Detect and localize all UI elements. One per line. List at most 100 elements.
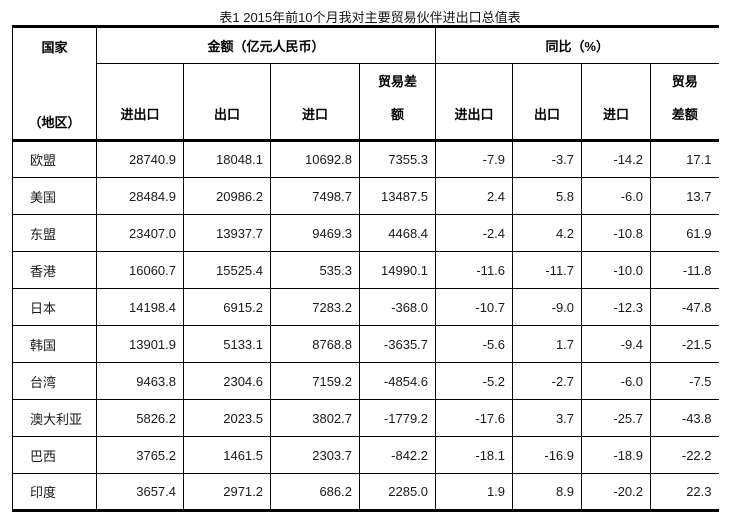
yoy-value-cell: -2.7 xyxy=(512,362,583,400)
amount-value-cell: 9463.8 xyxy=(96,362,184,400)
table-row: 日本 14198.4 6915.2 7283.2 -368.0 -10.7 -9.0 -12.… xyxy=(12,288,719,326)
amount-value-cell: 6915.2 xyxy=(183,288,271,326)
amount-value-cell: 686.2 xyxy=(270,473,360,511)
country-cell: 印度 xyxy=(12,473,97,511)
amount-value-cell: 28740.9 xyxy=(96,140,184,178)
yoy-value-cell: -5.6 xyxy=(435,325,514,363)
yoy-value-cell: -6.0 xyxy=(581,177,652,215)
yoy-value-cell: 4.2 xyxy=(512,214,583,252)
yoy-value-cell: -11.7 xyxy=(512,251,583,289)
subheader-amount-import-export: 进出口 xyxy=(96,62,184,143)
amount-value-cell: 23407.0 xyxy=(96,214,184,252)
country-cell: 美国 xyxy=(12,177,97,215)
table-row: 巴西 3765.2 1461.5 2303.7 -842.2 -18.1 -16.9 -18.… xyxy=(12,436,719,474)
yoy-value-cell: 22.3 xyxy=(650,473,719,511)
yoy-value-cell: -9.0 xyxy=(512,288,583,326)
table-row: 印度 3657.4 2971.2 686.2 2285.0 1.9 8.9 -20.2 22.3 xyxy=(12,473,719,511)
yoy-value-cell: -7.9 xyxy=(435,140,514,178)
yoy-value-cell: -20.2 xyxy=(581,473,652,511)
amount-value-cell: 2304.6 xyxy=(183,362,271,400)
amount-value-cell: 5133.1 xyxy=(183,325,271,363)
amount-value-cell: 3802.7 xyxy=(270,399,360,437)
amount-value-cell: 13937.7 xyxy=(183,214,271,252)
subheader-yoy-import: 进口 xyxy=(581,62,652,143)
amount-value-cell: 20986.2 xyxy=(183,177,271,215)
amount-value-cell: 3657.4 xyxy=(96,473,184,511)
country-header-line1: 国家 xyxy=(41,39,68,55)
amount-value-cell: 9469.3 xyxy=(270,214,360,252)
amount-value-cell: 18048.1 xyxy=(183,140,271,178)
country-cell: 日本 xyxy=(12,288,97,326)
table-row: 韩国 13901.9 5133.1 8768.8 -3635.7 -5.6 1.7 -9.4-… xyxy=(12,325,719,363)
yoy-value-cell: -11.6 xyxy=(435,251,514,289)
yoy-value-cell: -14.2 xyxy=(581,140,652,178)
yoy-value-cell: 13.7 xyxy=(650,177,719,215)
yoy-value-cell: 1.9 xyxy=(435,473,514,511)
amount-value-cell: 16060.7 xyxy=(96,251,184,289)
yoy-value-cell: -10.8 xyxy=(581,214,652,252)
yoy-value-cell: -18.9 xyxy=(581,436,652,474)
amount-value-cell: 5826.2 xyxy=(96,399,184,437)
yoy-value-cell: -16.9 xyxy=(512,436,583,474)
amount-value-cell: 13901.9 xyxy=(96,325,184,363)
amount-value-cell: 2023.5 xyxy=(183,399,271,437)
yoy-value-cell: -21.5 xyxy=(650,325,719,363)
yoy-value-cell: 3.7 xyxy=(512,399,583,437)
country-cell: 韩国 xyxy=(12,325,97,363)
yoy-value-cell: 2.4 xyxy=(435,177,514,215)
subheader-yoy-balance: 贸易 差额 xyxy=(650,62,719,143)
amount-group-header: 金额（亿元人民币） xyxy=(95,26,437,64)
country-cell: 巴西 xyxy=(12,436,97,474)
subheader-amount-import: 进口 xyxy=(270,62,360,143)
yoy-value-cell: -25.7 xyxy=(581,399,652,437)
amount-value-cell: 2971.2 xyxy=(183,473,271,511)
table-row: 东盟 23407.0 13937.7 9469.3 4468.4 -2.4 4.2 -10.8… xyxy=(12,214,719,252)
sub-header-row: 进出口 出口 进口 贸易差 额 进出口 出口 进口 贸易 差额 xyxy=(13,62,719,143)
group-header-row: 国家 （地区） 金额（亿元人民币） 同比（%） xyxy=(12,26,719,142)
amount-value-cell: 2285.0 xyxy=(358,473,437,511)
yoy-value-cell: -3.7 xyxy=(512,140,583,178)
amount-value-cell: 7283.2 xyxy=(270,288,360,326)
yoy-value-cell: 61.9 xyxy=(650,214,719,252)
yoy-value-cell: -10.0 xyxy=(581,251,652,289)
amount-value-cell: 14198.4 xyxy=(96,288,184,326)
yoy-value-cell: -43.8 xyxy=(650,399,719,437)
yoy-value-cell: -11.8 xyxy=(650,251,719,289)
table-body: 欧盟 28740.9 18048.1 10692.8 7355.3 -7.9 -3.7 -14… xyxy=(12,140,719,511)
amount-value-cell: 7159.2 xyxy=(270,362,360,400)
yoy-value-cell: -22.2 xyxy=(650,436,719,474)
table-row: 欧盟 28740.9 18048.1 10692.8 7355.3 -7.9 -3.7 -14… xyxy=(12,140,719,178)
amount-value-cell: 10692.8 xyxy=(270,140,360,178)
table-header: 国家 （地区） 金额（亿元人民币） 同比（%） 进出口 出口 进口 贸易差 额 … xyxy=(12,26,719,143)
yoy-value-cell: -9.4 xyxy=(581,325,652,363)
amount-value-cell: 14990.1 xyxy=(358,251,437,289)
country-header-cell: 国家 （地区） xyxy=(12,26,97,142)
yoy-value-cell: 8.9 xyxy=(512,473,583,511)
table-row: 美国 28484.9 20986.2 7498.7 13487.5 2.4 5.8 -6.0 1… xyxy=(12,177,719,215)
country-cell: 台湾 xyxy=(12,362,97,400)
country-header-line2: （地区） xyxy=(28,115,81,130)
amount-value-cell: 8768.8 xyxy=(270,325,360,363)
yoy-value-cell: -6.0 xyxy=(581,362,652,400)
table-row: 澳大利亚 5826.2 2023.5 3802.7 -1779.2 -17.6 3.7 -25… xyxy=(12,399,719,437)
yoy-value-cell: -47.8 xyxy=(650,288,719,326)
country-cell: 欧盟 xyxy=(12,140,97,178)
amount-value-cell: -1779.2 xyxy=(358,399,437,437)
yoy-value-cell: 5.8 xyxy=(512,177,583,215)
amount-value-cell: 3765.2 xyxy=(96,436,184,474)
subheader-yoy-export: 出口 xyxy=(512,62,583,143)
amount-value-cell: 7355.3 xyxy=(358,140,437,178)
country-cell: 香港 xyxy=(12,251,97,289)
yoy-value-cell: -10.7 xyxy=(435,288,514,326)
amount-value-cell: 535.3 xyxy=(270,251,360,289)
table-row: 香港 16060.7 15525.4 535.3 14990.1 -11.6 -11.7 -1… xyxy=(12,251,719,289)
amount-value-cell: -3635.7 xyxy=(358,325,437,363)
yoy-value-cell: -5.2 xyxy=(435,362,514,400)
yoy-value-cell: 17.1 xyxy=(650,140,719,178)
yoy-value-cell: -18.1 xyxy=(435,436,514,474)
subheader-yoy-import-export: 进出口 xyxy=(435,62,514,143)
amount-value-cell: 15525.4 xyxy=(183,251,271,289)
amount-value-cell: 2303.7 xyxy=(270,436,360,474)
yoy-group-header: 同比（%） xyxy=(435,26,719,64)
